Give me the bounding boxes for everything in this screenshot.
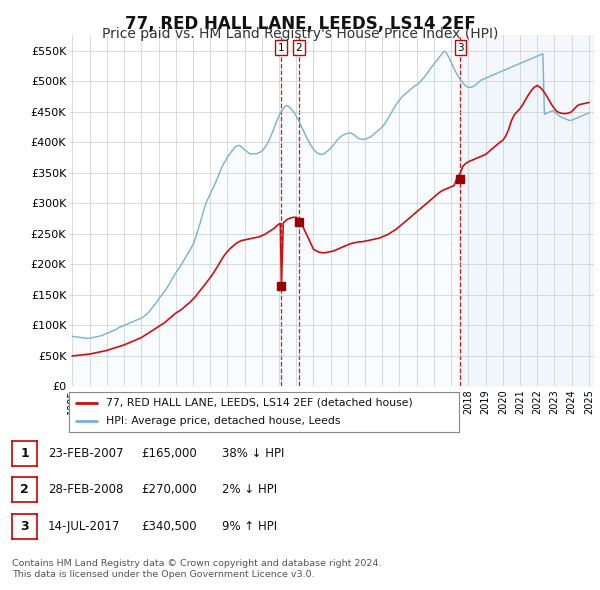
- Text: HPI: Average price, detached house, Leeds: HPI: Average price, detached house, Leed…: [106, 416, 341, 426]
- Bar: [460, 35, 594, 386]
- Text: 14-JUL-2017: 14-JUL-2017: [48, 520, 121, 533]
- Text: 1: 1: [20, 447, 29, 460]
- Text: 77, RED HALL LANE, LEEDS, LS14 2EF: 77, RED HALL LANE, LEEDS, LS14 2EF: [125, 15, 475, 33]
- Text: 23-FEB-2007: 23-FEB-2007: [48, 447, 124, 460]
- Text: £340,500: £340,500: [141, 520, 197, 533]
- Text: 3: 3: [457, 42, 464, 53]
- Text: 28-FEB-2008: 28-FEB-2008: [48, 483, 124, 496]
- Text: 3: 3: [20, 520, 29, 533]
- Text: £270,000: £270,000: [141, 483, 197, 496]
- Text: This data is licensed under the Open Government Licence v3.0.: This data is licensed under the Open Gov…: [12, 571, 314, 579]
- Text: Price paid vs. HM Land Registry's House Price Index (HPI): Price paid vs. HM Land Registry's House …: [102, 27, 498, 41]
- Text: Contains HM Land Registry data © Crown copyright and database right 2024.: Contains HM Land Registry data © Crown c…: [12, 559, 382, 568]
- Text: 2: 2: [20, 483, 29, 496]
- Text: 38% ↓ HPI: 38% ↓ HPI: [222, 447, 284, 460]
- Text: 2% ↓ HPI: 2% ↓ HPI: [222, 483, 277, 496]
- Text: 2: 2: [296, 42, 302, 53]
- Text: 1: 1: [278, 42, 285, 53]
- Text: 9% ↑ HPI: 9% ↑ HPI: [222, 520, 277, 533]
- Text: 77, RED HALL LANE, LEEDS, LS14 2EF (detached house): 77, RED HALL LANE, LEEDS, LS14 2EF (deta…: [106, 398, 413, 408]
- Text: £165,000: £165,000: [141, 447, 197, 460]
